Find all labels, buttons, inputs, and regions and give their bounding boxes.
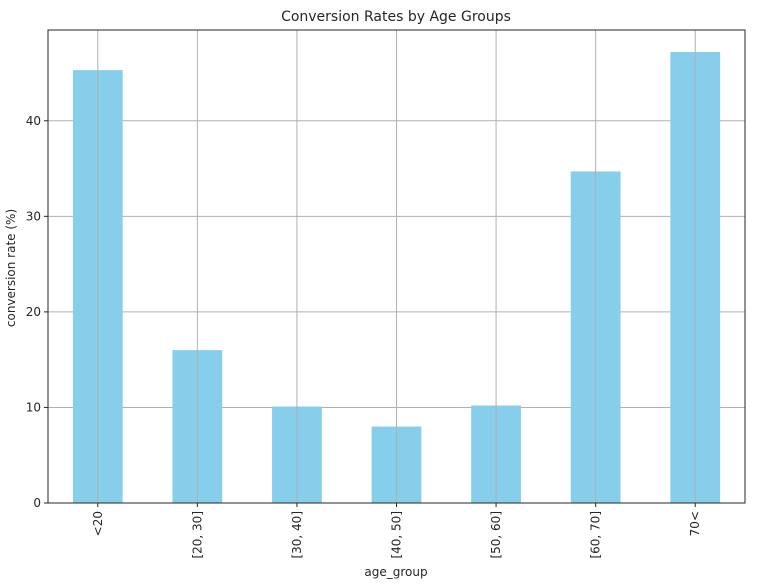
y-tick-label: 10: [26, 400, 41, 414]
y-tick-label: 0: [33, 496, 41, 510]
y-tick-label: 20: [26, 305, 41, 319]
x-tick-label: [30, 40]: [290, 511, 304, 559]
y-tick-label: 30: [26, 209, 41, 223]
x-tick-label: [50, 60]: [489, 511, 503, 559]
chart-title: Conversion Rates by Age Groups: [281, 9, 511, 25]
x-tick-label: [20, 30]: [190, 511, 204, 559]
x-tick-label: [60, 70]: [589, 511, 603, 559]
x-axis-ticks: <20 [20, 30] [30, 40] [40, 50] [50, 60] [60, …: [91, 503, 702, 559]
y-axis-label: conversion rate (%): [4, 209, 18, 327]
y-tick-label: 40: [26, 114, 41, 128]
x-axis-label: age_group: [364, 565, 427, 579]
y-axis-ticks: 0 10 20 30 40: [26, 114, 48, 510]
x-tick-label: [40, 50]: [390, 511, 404, 559]
x-tick-label: <20: [91, 511, 105, 536]
grid-lines-front: [97, 30, 696, 503]
x-tick-label: 70<: [688, 511, 702, 536]
